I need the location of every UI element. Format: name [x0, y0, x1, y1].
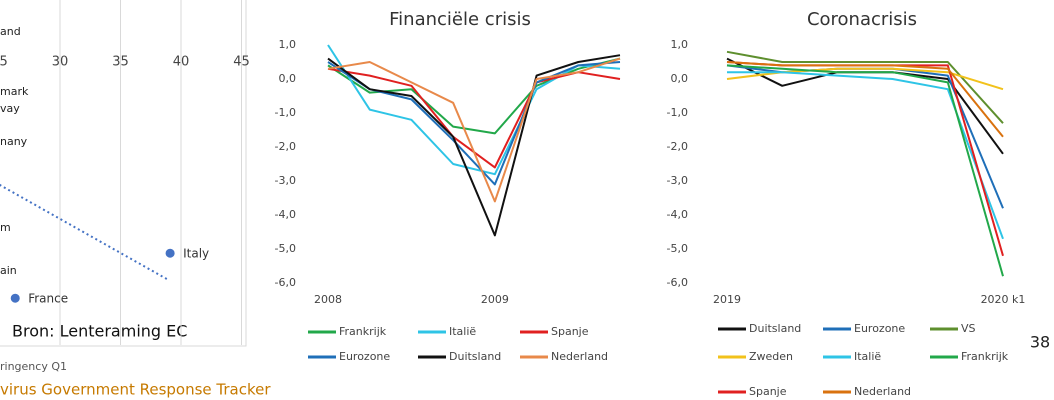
legend-label: Duitsland [749, 322, 801, 335]
series-line [726, 64, 1004, 277]
series-line [726, 61, 1004, 138]
chart-title: Financiële crisis [389, 9, 531, 30]
y-tick-label: -1,0 [275, 106, 296, 119]
series-line [327, 57, 621, 203]
y-tick-label: -2,0 [667, 140, 688, 153]
footer: virus Government Response Tracker [0, 381, 271, 399]
x-tick-label: 25 [0, 55, 8, 70]
x-tick-label: 30 [52, 55, 69, 70]
point [10, 293, 20, 303]
point-label: Italy [183, 247, 209, 261]
series-line [327, 57, 621, 135]
series-line [726, 50, 1004, 124]
series-line [726, 67, 1004, 91]
y-tick-label: -6,0 [667, 276, 688, 289]
trendline [0, 183, 170, 282]
x-tick-label: 2008 [314, 293, 342, 306]
point-label: nany [0, 135, 28, 148]
series-line [726, 61, 1004, 257]
legend-label: Italië [449, 325, 476, 338]
y-tick-label: -5,0 [667, 242, 688, 255]
point-label: mark [0, 85, 29, 98]
chart-title: Coronacrisis [807, 9, 917, 30]
page-number: 38 [1030, 333, 1050, 352]
y-tick-label: -1,0 [667, 106, 688, 119]
legend-label: Spanje [749, 385, 787, 398]
legend-label: Zweden [749, 350, 793, 363]
legend-label: Spanje [551, 325, 589, 338]
x-tick-label: 45 [233, 55, 250, 70]
legend-label: VS [961, 322, 976, 335]
legend-label: Eurozone [854, 322, 905, 335]
legend-label: Frankrijk [339, 325, 387, 338]
series-line [327, 54, 621, 237]
x-tick-label: 40 [173, 55, 190, 70]
y-tick-label: 0,0 [671, 72, 689, 85]
source-box [4, 318, 204, 345]
x-tick-label: 35 [112, 55, 129, 70]
x-tick-label: 2009 [481, 293, 509, 306]
y-tick-label: 1,0 [671, 38, 689, 51]
legend-label: Duitsland [449, 350, 501, 363]
series-line [327, 61, 621, 186]
legend-label: Nederland [551, 350, 608, 363]
x-tick-label: 2019 [713, 293, 741, 306]
point-label: France [28, 292, 68, 306]
legend-label: Frankrijk [961, 350, 1009, 363]
y-tick-label: -4,0 [667, 208, 688, 221]
y-tick-label: -3,0 [667, 174, 688, 187]
x-tick-label: 2020 k1 [981, 293, 1026, 306]
y-tick-label: -6,0 [275, 276, 296, 289]
point-label: m [0, 221, 11, 234]
series-line [327, 44, 621, 176]
y-tick-label: 1,0 [279, 38, 297, 51]
y-tick-label: 0,0 [279, 72, 297, 85]
point-label: vay [0, 102, 20, 115]
legend-label: Eurozone [339, 350, 390, 363]
point [165, 248, 175, 258]
legend-label: Italië [854, 350, 881, 363]
panel-border [0, 0, 247, 347]
point-label: ain [0, 264, 17, 277]
source: Bron: Lenteraming EC [12, 322, 187, 341]
y-tick-label: -4,0 [275, 208, 296, 221]
y-tick-label: -5,0 [275, 242, 296, 255]
y-tick-label: -2,0 [275, 140, 296, 153]
x-axis-label: ringency Q1 [0, 360, 67, 373]
y-tick-label: -3,0 [275, 174, 296, 187]
point-label: and [0, 25, 21, 38]
legend-label: Nederland [854, 385, 911, 398]
